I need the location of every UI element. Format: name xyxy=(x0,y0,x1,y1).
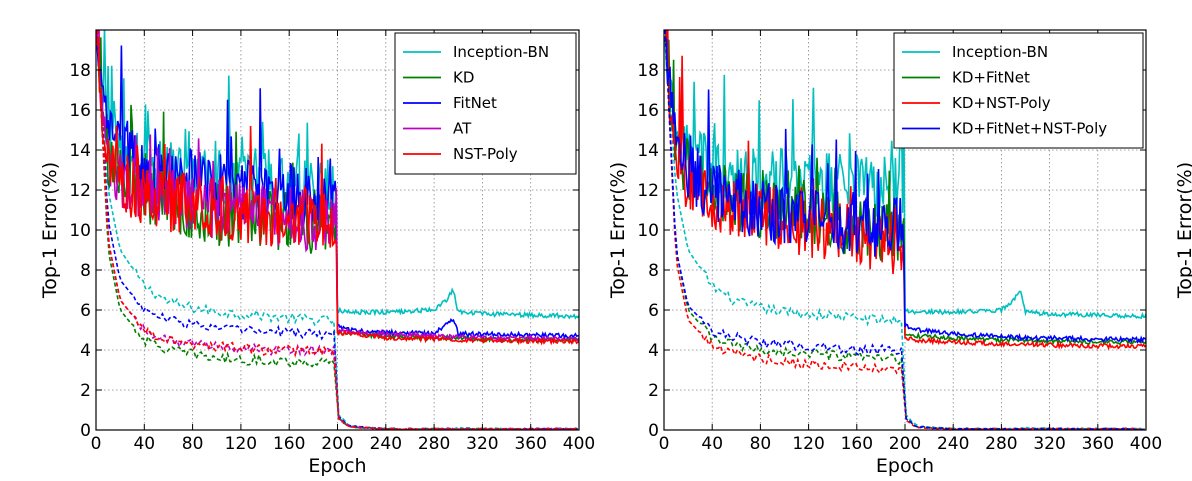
legend-label-inception-bn: Inception-BN xyxy=(952,43,1048,61)
x-tick-label: 400 xyxy=(1130,434,1162,454)
chart-left: 0 40 80 120 160 200 240 280 320 360 400 0 2 4 6 8 10 12 14… xyxy=(39,29,595,477)
y-tick-label: 18 xyxy=(637,61,659,81)
y-tick-label: 6 xyxy=(648,301,659,321)
y-axis-title: Top-1 Error(%) xyxy=(39,162,61,299)
y-tick-label: 8 xyxy=(80,261,91,281)
legend-label-kd: KD xyxy=(453,69,474,87)
legend-label-kd-fitnet-nst-poly: KD+FitNet+NST-Poly xyxy=(952,120,1107,138)
series-kd-fitnet-nst-poly-train-line xyxy=(664,38,1146,345)
y-tick-label: 6 xyxy=(80,301,91,321)
y-tick-label: 8 xyxy=(648,261,659,281)
x-tick-label: 200 xyxy=(321,434,353,454)
x-tick-label: 280 xyxy=(418,434,450,454)
x-tick-label: 240 xyxy=(370,434,402,454)
x-tick-label: 360 xyxy=(514,434,546,454)
series-inception-bn-train-line xyxy=(664,43,1146,320)
y-tick-label: 12 xyxy=(69,181,91,201)
y-tick-label: 2 xyxy=(80,381,91,401)
y-tick-label: 18 xyxy=(69,61,91,81)
legend-label-kd-fitnet: KD+FitNet xyxy=(952,69,1030,87)
series-kd-fitnet-test-line xyxy=(664,30,1145,430)
legend: Inception-BN KD FitNet AT NST-Poly xyxy=(394,32,577,175)
x-tick-label: 40 xyxy=(133,434,155,454)
legend-label-inception-bn: Inception-BN xyxy=(453,43,549,61)
series-nst-poly-train-line xyxy=(96,36,579,346)
y-tick-label: 2 xyxy=(648,381,659,401)
legend-label-kd-nst-poly: KD+NST-Poly xyxy=(952,94,1051,112)
x-tick-label: 400 xyxy=(563,434,595,454)
x-tick-label: 200 xyxy=(889,434,921,454)
legend: Inception-BN KD+FitNet KD+NST-Poly KD+FitNe… xyxy=(893,32,1144,149)
x-axis-title: Epoch xyxy=(308,455,366,477)
legend-label-at: AT xyxy=(453,120,472,138)
x-tick-label: 80 xyxy=(182,434,204,454)
x-tick-label: 320 xyxy=(1033,434,1065,454)
y-tick-label: 4 xyxy=(80,341,91,361)
x-tick-label: 320 xyxy=(466,434,498,454)
y-tick-label: 16 xyxy=(637,101,659,121)
series-group xyxy=(664,30,1146,430)
x-tick-label: 40 xyxy=(701,434,723,454)
y-tick-label: 0 xyxy=(648,421,659,441)
y-tick-label: 0 xyxy=(80,421,91,441)
series-group xyxy=(96,30,579,430)
x-tick-label: 0 xyxy=(659,434,670,454)
x-tick-label: 120 xyxy=(792,434,824,454)
x-tick-label: 360 xyxy=(1082,434,1114,454)
chart-right: 0 40 80 120 160 200 240 280 320 360 400 0 2 4 6 8 10 12 14… xyxy=(607,29,1162,477)
x-tick-label: 160 xyxy=(841,434,873,454)
y-tick-label: 10 xyxy=(637,221,659,241)
chart-partial: Top-1 Error(%) xyxy=(1174,162,1192,299)
series-nst-poly-test-line xyxy=(96,30,579,430)
y-tick-label: 12 xyxy=(637,181,659,201)
x-axis-title: Epoch xyxy=(876,455,934,477)
y-axis-title: Top-1 Error(%) xyxy=(607,162,629,299)
y-tick-label: 10 xyxy=(69,221,91,241)
chart-partial-ylabel: Top-1 Error(%) xyxy=(1174,162,1192,299)
legend-label-fitnet: FitNet xyxy=(453,94,497,112)
y-tick-label: 16 xyxy=(69,101,91,121)
x-tick-label: 120 xyxy=(225,434,257,454)
x-tick-label: 160 xyxy=(273,434,305,454)
x-tick-label: 240 xyxy=(937,434,969,454)
series-kd-fitnet-nst-poly-test-line xyxy=(664,30,1145,430)
x-tick-label: 80 xyxy=(750,434,772,454)
x-tick-label: 280 xyxy=(985,434,1017,454)
y-tick-label: 4 xyxy=(648,341,659,361)
legend-label-nst-poly: NST-Poly xyxy=(453,145,518,163)
y-tick-label: 14 xyxy=(69,141,91,161)
x-tick-label: 0 xyxy=(91,434,102,454)
y-tick-label: 14 xyxy=(637,141,659,161)
